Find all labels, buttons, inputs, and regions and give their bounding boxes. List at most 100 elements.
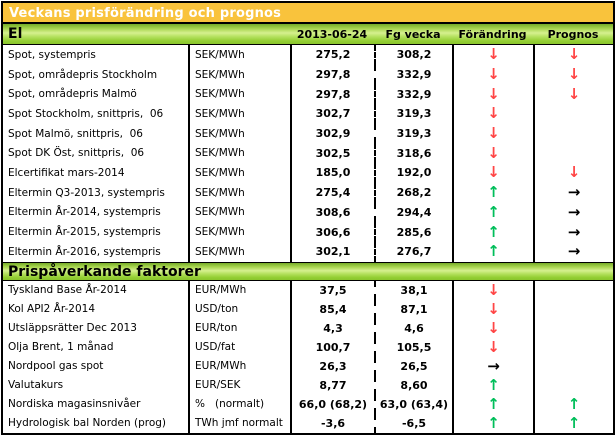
current-value: 297,8 [290,64,374,85]
change-cell: ↑ [452,375,533,395]
row-label: Eltermin År-2014, systempris [8,206,161,219]
table-row: Olja Brent, 1 månad USD/fat 100,7 105,5 ↓ [3,337,613,357]
current-value: 85,4 [290,299,374,319]
down-arrow-icon: ↓ [567,84,581,103]
table-row: Eltermin År-2015, systempris SEK/MWh 306,6… [3,222,613,242]
current-value: 302,7 [290,104,374,124]
forecast-cell [533,104,613,124]
current-value: 302,1 [290,241,374,262]
table-row: Valutakurs EUR/SEK 8,77 8,60 ↑ [3,375,613,395]
previous-value: 332,9 [374,84,452,105]
table-row: Spot, områdepris Stockholm SEK/MWh 297,8 33… [3,64,613,85]
previous-value: 26,5 [374,356,452,376]
down-arrow-icon: ↓ [567,163,581,182]
change-cell: ↓ [452,163,533,183]
previous-value: 192,0 [374,163,452,183]
column-header-forecast: Prognos [547,27,599,41]
current-value: 4,3 [290,318,374,338]
previous-value: 38,1 [374,280,452,300]
current-value: 306,6 [290,222,374,242]
down-arrow-icon: ↓ [487,299,500,318]
current-value: 302,5 [290,143,374,164]
current-value: 275,2 [290,45,374,65]
table-row: Utsläppsrätter Dec 2013 EUR/ton 4,3 4,6 ↓ [3,318,613,338]
forecast-cell: ↓ [533,64,613,85]
section-el-title: El [8,26,23,42]
up-arrow-icon: ↑ [567,413,581,432]
current-value: 26,3 [290,356,374,376]
row-label: Eltermin År-2015, systempris [8,226,161,239]
forecast-cell: ↑ [533,394,613,414]
table-row: Eltermin År-2014, systempris SEK/MWh 308,6… [3,202,613,223]
down-arrow-icon: ↓ [487,124,500,143]
row-label: Utsläppsrätter Dec 2013 [8,322,137,335]
current-value: 100,7 [290,337,374,357]
section-factors-rows: Tyskland Base År-2014 EUR/MWh 37,5 38,1 ↓ Kol… [3,280,613,433]
change-cell: ↑ [452,413,533,433]
down-arrow-icon: ↓ [487,104,500,123]
row-label: Nordiska magasinsnivåer [8,398,141,411]
forecast-cell: → [533,202,613,223]
column-header-change: Förändring [458,27,527,41]
row-label: Spot, systempris [8,48,96,61]
row-label: Spot DK Öst, snittpris, 06 [8,147,145,160]
table-row: Spot DK Öst, snittpris, 06 SEK/MWh 302,5 31… [3,143,613,164]
change-cell: ↓ [452,318,533,338]
row-label: Spot, områdepris Stockholm [8,68,158,81]
row-unit: SEK/MWh [188,182,290,203]
change-cell: ↓ [452,143,533,164]
row-label: Spot Stockholm, snittpris, 06 [8,107,164,120]
section-factors-title: Prispåverkande faktorer [3,261,613,281]
previous-value: 4,6 [374,318,452,338]
row-label: Kol API2 År-2014 [8,303,96,316]
column-header-prev-week: Fg vecka [385,27,441,41]
previous-value: 276,7 [374,241,452,262]
right-arrow-icon: → [567,242,581,261]
change-cell: ↓ [452,64,533,85]
down-arrow-icon: ↓ [487,84,500,103]
change-cell: ↓ [452,299,533,319]
right-arrow-icon: → [487,356,500,375]
row-unit: TWh jmf normalt [188,413,290,433]
row-label: Hydrologisk bal Norden (prog) [8,417,167,430]
up-arrow-icon: ↑ [567,394,581,413]
forecast-cell [533,299,613,319]
previous-value: 319,3 [374,123,452,144]
change-cell: ↓ [452,45,533,65]
previous-value: 8,60 [374,375,452,395]
previous-value: 332,9 [374,64,452,85]
row-unit: SEK/MWh [188,163,290,183]
table-row: Eltermin Q3-2013, systempris SEK/MWh 275,4… [3,182,613,203]
up-arrow-icon: ↑ [487,202,500,221]
forecast-cell: ↓ [533,84,613,105]
row-unit: USD/fat [188,337,290,357]
column-header-date: 2013-06-24 [296,27,368,41]
forecast-cell [533,337,613,357]
current-value: 275,4 [290,182,374,203]
current-value: 297,8 [290,84,374,105]
row-unit: EUR/MWh [188,280,290,300]
up-arrow-icon: ↑ [487,242,500,261]
right-arrow-icon: → [567,202,581,221]
current-value: 308,6 [290,202,374,223]
change-cell: ↓ [452,280,533,300]
change-cell: ↓ [452,84,533,105]
price-report-table: Veckans prisförändring och prognos El 20… [1,1,615,435]
up-arrow-icon: ↑ [487,183,500,202]
down-arrow-icon: ↓ [567,45,581,64]
down-arrow-icon: ↓ [487,65,500,84]
row-label: Olja Brent, 1 månad [8,341,114,354]
down-arrow-icon: ↓ [487,280,500,299]
change-cell: ↑ [452,222,533,242]
row-unit: SEK/MWh [188,222,290,242]
current-value: -3,6 [290,413,374,433]
up-arrow-icon: ↑ [487,413,500,432]
previous-value: 319,3 [374,104,452,124]
forecast-cell: → [533,241,613,262]
forecast-cell: ↓ [533,163,613,183]
down-arrow-icon: ↓ [487,337,500,356]
forecast-cell [533,123,613,144]
forecast-cell: ↑ [533,413,613,433]
row-label: Eltermin Q3-2013, systempris [8,186,165,199]
table-row: Nordiska magasinsnivåer % (normalt) 66,0 (… [3,394,613,414]
